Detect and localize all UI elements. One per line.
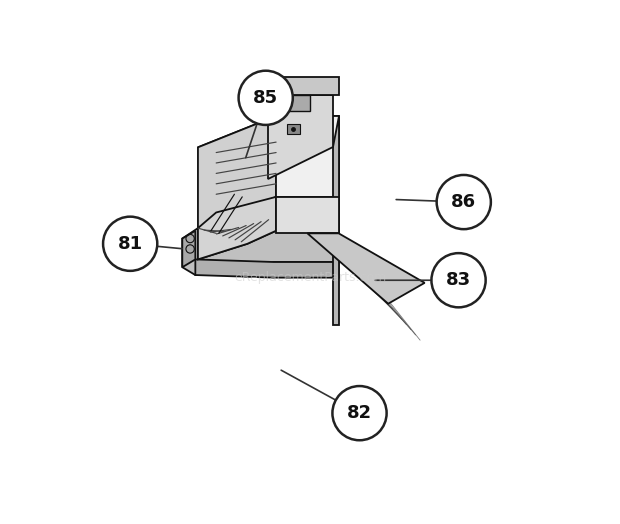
Polygon shape <box>182 231 195 267</box>
Text: 82: 82 <box>347 404 372 422</box>
Text: 81: 81 <box>118 235 143 253</box>
Polygon shape <box>195 259 339 278</box>
Circle shape <box>239 71 293 125</box>
Text: 86: 86 <box>451 193 476 211</box>
Text: eReplacementParts.com: eReplacementParts.com <box>234 271 386 284</box>
Polygon shape <box>334 116 339 324</box>
Polygon shape <box>276 116 339 197</box>
Polygon shape <box>198 197 276 259</box>
Circle shape <box>432 253 485 308</box>
Polygon shape <box>198 116 276 228</box>
Polygon shape <box>182 228 339 275</box>
Polygon shape <box>273 95 310 111</box>
Polygon shape <box>286 124 299 134</box>
Circle shape <box>436 175 491 229</box>
Circle shape <box>103 216 157 271</box>
Polygon shape <box>268 95 334 179</box>
Polygon shape <box>308 233 425 304</box>
Text: 83: 83 <box>446 271 471 289</box>
Text: 85: 85 <box>253 89 278 107</box>
Polygon shape <box>268 77 339 95</box>
Polygon shape <box>276 197 339 233</box>
Circle shape <box>332 386 387 440</box>
Polygon shape <box>198 116 339 179</box>
